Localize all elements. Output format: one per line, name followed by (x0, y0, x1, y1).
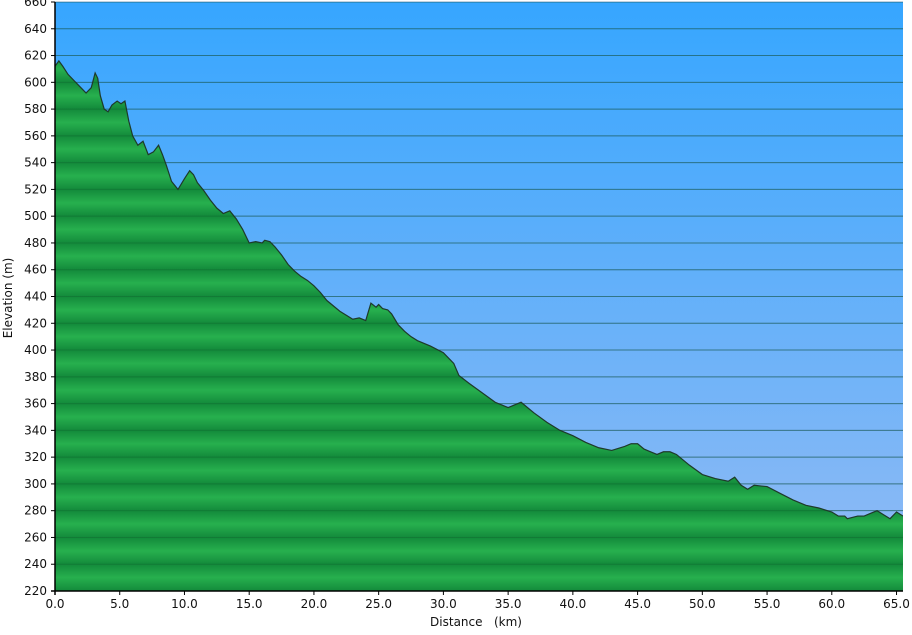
x-tick-label: 55.0 (754, 597, 781, 611)
y-tick-label: 540 (24, 156, 47, 170)
x-tick-label: 5.0 (110, 597, 129, 611)
y-tick-label: 220 (24, 584, 47, 598)
y-tick-label: 560 (24, 129, 47, 143)
y-tick-label: 460 (24, 263, 47, 277)
y-tick-label: 260 (24, 530, 47, 544)
y-tick-label: 600 (24, 75, 47, 89)
y-tick-label: 420 (24, 316, 47, 330)
x-axis-ticks: 0.0 5.0 10.0 15.0 20.0 25.0 30.0 35.0 40.0 45.0 50… (45, 591, 910, 611)
x-tick-label: 35.0 (495, 597, 522, 611)
x-axis-title: Distance (km) (430, 615, 522, 629)
y-tick-label: 280 (24, 504, 47, 518)
y-tick-label: 520 (24, 182, 47, 196)
y-tick-label: 400 (24, 343, 47, 357)
x-tick-label: 50.0 (689, 597, 716, 611)
elevation-area (55, 60, 903, 591)
x-tick-label: 45.0 (624, 597, 651, 611)
x-tick-label: 10.0 (171, 597, 198, 611)
y-tick-label: 440 (24, 290, 47, 304)
x-tick-label: 15.0 (236, 597, 263, 611)
y-tick-label: 500 (24, 209, 47, 223)
x-tick-label: 25.0 (365, 597, 392, 611)
y-tick-label: 380 (24, 370, 47, 384)
x-tick-label: 60.0 (818, 597, 845, 611)
y-axis-title: Elevation (m) (1, 258, 15, 339)
x-tick-label: 30.0 (430, 597, 457, 611)
x-tick-label: 40.0 (560, 597, 587, 611)
x-tick-label: 65.0 (883, 597, 910, 611)
y-tick-label: 300 (24, 477, 47, 491)
y-tick-label: 580 (24, 102, 47, 116)
y-tick-label: 640 (24, 22, 47, 36)
y-tick-label: 320 (24, 450, 47, 464)
band-lines (55, 2, 903, 565)
elevation-line (55, 59, 903, 520)
y-tick-label: 360 (24, 397, 47, 411)
y-tick-label: 340 (24, 423, 47, 437)
y-tick-label: 240 (24, 557, 47, 571)
x-tick-label: 0.0 (45, 597, 64, 611)
y-tick-label: 480 (24, 236, 47, 250)
y-tick-label: 620 (24, 49, 47, 63)
y-tick-label: 660 (24, 0, 47, 9)
x-tick-label: 20.0 (301, 597, 328, 611)
y-axis-ticks: 220 240 260 280 300 320 340 360 380 400 420 440 460 4… (24, 0, 55, 598)
